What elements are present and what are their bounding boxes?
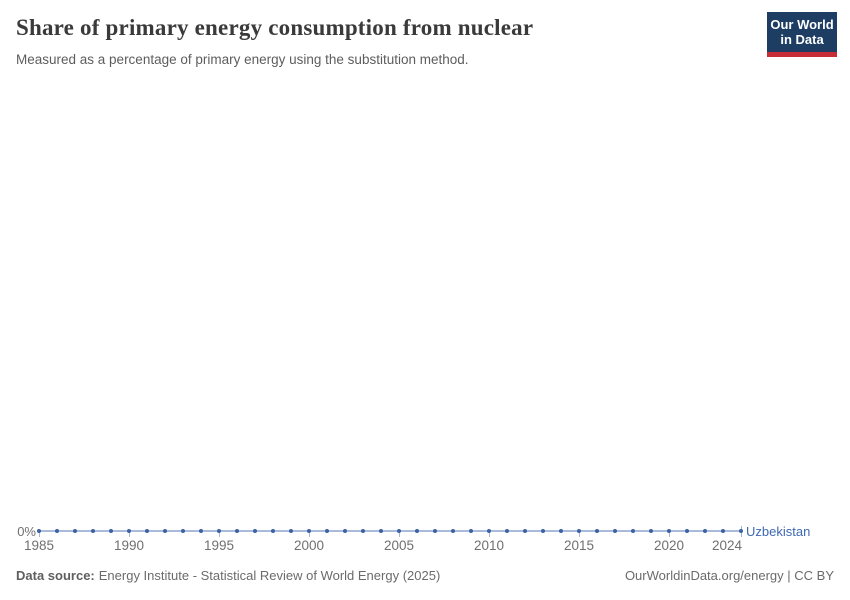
plot-area [39,85,741,525]
x-tick-label: 2020 [653,538,685,553]
data-point-1995[interactable] [217,529,221,533]
owid-logo-line2: in Data [780,32,824,47]
data-point-2022[interactable] [703,529,707,533]
data-point-2012[interactable] [523,529,527,533]
footer: Data source: Energy Institute - Statistic… [16,568,834,584]
data-point-2017[interactable] [613,529,617,533]
data-point-2020[interactable] [667,529,671,533]
x-tick-label: 1990 [113,538,145,553]
data-point-1985[interactable] [37,529,41,533]
data-source-text: Energy Institute - Statistical Review of… [98,568,441,583]
data-point-2000[interactable] [307,529,311,533]
x-tick [398,531,400,537]
data-point-2005[interactable] [397,529,401,533]
data-point-1993[interactable] [181,529,185,533]
data-point-2023[interactable] [721,529,725,533]
data-point-1994[interactable] [199,529,203,533]
x-tick-label: 2005 [383,538,415,553]
data-point-1996[interactable] [235,529,239,533]
data-point-1986[interactable] [55,529,59,533]
data-point-2006[interactable] [415,529,419,533]
data-point-2008[interactable] [451,529,455,533]
data-point-2009[interactable] [469,529,473,533]
x-tick [488,531,490,537]
owid-logo[interactable]: Our World in Data [767,12,837,57]
data-point-2016[interactable] [595,529,599,533]
data-point-1999[interactable] [289,529,293,533]
data-point-1987[interactable] [73,529,77,533]
owid-link[interactable]: OurWorldinData.org/energy | CC BY [624,568,834,583]
x-tick-label: 2015 [563,538,595,553]
data-point-1991[interactable] [145,529,149,533]
data-point-1998[interactable] [271,529,275,533]
data-point-2013[interactable] [541,529,545,533]
data-point-2015[interactable] [577,529,581,533]
x-tick [578,531,580,537]
data-point-2021[interactable] [685,529,689,533]
series-line[interactable] [39,530,741,532]
x-tick [668,531,670,537]
y-axis-zero-label: 0% [17,524,36,539]
data-source-label: Data source: [16,568,95,583]
x-tick [38,531,40,537]
data-point-2002[interactable] [343,529,347,533]
data-point-2007[interactable] [433,529,437,533]
data-point-2010[interactable] [487,529,491,533]
data-point-2014[interactable] [559,529,563,533]
x-tick-label: 2000 [293,538,325,553]
data-point-2004[interactable] [379,529,383,533]
owid-logo-line1: Our World [770,17,834,32]
data-point-1992[interactable] [163,529,167,533]
chart-subtitle: Measured as a percentage of primary ener… [16,52,469,67]
data-point-2018[interactable] [631,529,635,533]
page-title: Share of primary energy consumption from… [16,15,534,40]
data-point-2024[interactable] [739,529,743,533]
data-point-2001[interactable] [325,529,329,533]
data-source: Data source: Energy Institute - Statistic… [16,568,440,584]
entity-label: Uzbekistan [746,524,811,539]
x-tick [128,531,130,537]
data-point-1997[interactable] [253,529,257,533]
x-tick-label: 1995 [203,538,235,553]
data-point-1988[interactable] [91,529,95,533]
x-tick-label: 1985 [23,538,55,553]
data-point-2011[interactable] [505,529,509,533]
data-point-2019[interactable] [649,529,653,533]
data-point-1989[interactable] [109,529,113,533]
data-point-2003[interactable] [361,529,365,533]
x-tick [218,531,220,537]
data-point-1990[interactable] [127,529,131,533]
x-tick-label: 2024 [711,538,743,553]
x-tick [308,531,310,537]
x-tick-label: 2010 [473,538,505,553]
